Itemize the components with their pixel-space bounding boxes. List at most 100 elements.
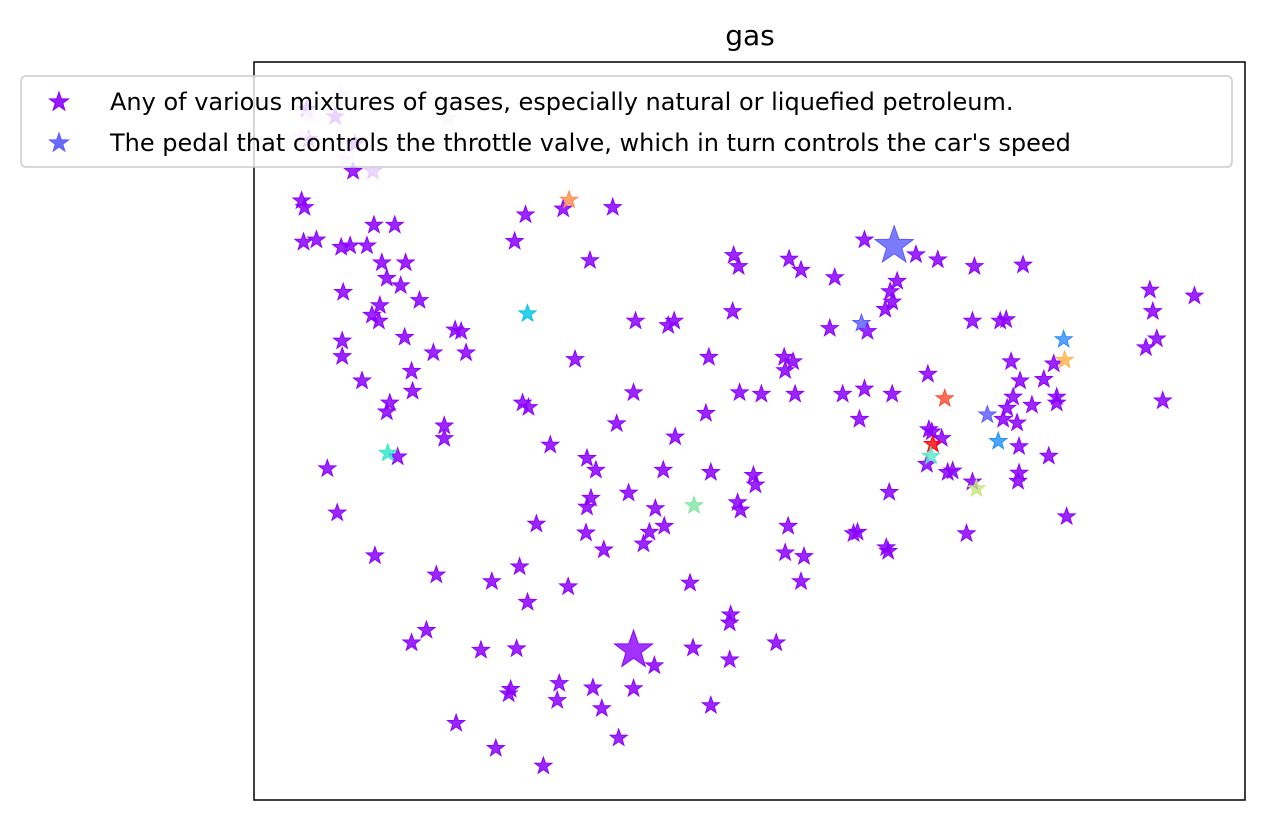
legend: Any of various mixtures of gases, especi… [20, 75, 1233, 168]
data-point-star-icon [743, 464, 764, 484]
data-point-star-icon [623, 382, 644, 402]
data-point-star-icon [559, 189, 580, 209]
data-point-star-icon [920, 445, 941, 465]
data-point-star-icon [854, 229, 875, 249]
legend-label: Any of various mixtures of gases, especi… [110, 88, 1014, 116]
data-point-star-icon [602, 196, 623, 216]
data-point-star-icon [698, 346, 719, 366]
legend-star-icon [48, 131, 70, 153]
data-point-star-icon [927, 249, 948, 269]
data-points [291, 83, 1205, 775]
data-point-star-icon [585, 459, 606, 479]
data-point-star-icon [819, 317, 840, 337]
data-point-star-icon [575, 522, 596, 542]
data-point-star-icon [517, 303, 538, 323]
data-point-star-icon [401, 360, 422, 380]
data-point-star-icon [849, 408, 870, 428]
data-point-star-icon [332, 330, 353, 350]
data-point-star-icon [695, 402, 716, 422]
data-point-star-icon [376, 401, 397, 421]
data-point-star-icon [369, 295, 390, 315]
data-point-star-icon [879, 481, 900, 501]
data-point-star-icon [745, 474, 766, 494]
data-point-star-icon [873, 224, 915, 264]
data-point-star-icon [332, 345, 353, 365]
data-point-star-icon [1013, 254, 1034, 274]
data-point-star-icon [785, 383, 806, 403]
data-point-star-icon [401, 632, 422, 652]
data-point-star-icon [582, 677, 603, 697]
data-point-star-icon [857, 320, 878, 340]
data-point-star-icon [379, 392, 400, 412]
data-point-star-icon [409, 289, 430, 309]
data-point-star-icon [882, 291, 903, 311]
data-point-star-icon [498, 683, 519, 703]
data-point-star-icon [533, 755, 554, 775]
data-point-star-icon [547, 689, 568, 709]
data-point-star-icon [843, 523, 864, 543]
data-point-star-icon [402, 380, 423, 400]
data-point-star-icon [376, 267, 397, 287]
data-point-star-icon [576, 496, 597, 516]
data-point-star-icon [1003, 386, 1024, 406]
data-point-star-icon [700, 461, 721, 481]
data-point-star-icon [977, 404, 998, 424]
legend-star-icon [48, 90, 70, 112]
data-point-star-icon [333, 281, 354, 301]
data-point-star-icon [639, 521, 660, 541]
data-point-star-icon [682, 637, 704, 657]
data-point-star-icon [606, 413, 627, 433]
data-point-star-icon [832, 383, 853, 403]
data-point-star-icon [878, 540, 899, 560]
data-point-star-icon [880, 280, 901, 301]
data-point-star-icon [1021, 394, 1042, 414]
data-point-star-icon [1184, 285, 1205, 305]
data-point-star-icon [730, 499, 751, 519]
data-point-star-icon [1139, 279, 1160, 299]
legend-entry: The pedal that controls the throttle val… [48, 129, 1071, 157]
data-point-star-icon [778, 515, 799, 535]
data-point-star-icon [988, 430, 1009, 450]
data-point-star-icon [1146, 328, 1167, 348]
data-point-star-icon [729, 382, 750, 402]
data-point-star-icon [993, 408, 1014, 428]
data-point-star-icon [1008, 470, 1029, 490]
data-point-star-icon [485, 737, 506, 757]
data-point-star-icon [294, 196, 315, 216]
chart-title: gas [725, 19, 775, 52]
data-point-star-icon [887, 270, 908, 290]
data-point-star-icon [779, 248, 800, 268]
data-point-star-icon [1033, 368, 1054, 388]
data-point-star-icon [766, 632, 787, 652]
data-point-star-icon [416, 619, 437, 639]
data-point-star-icon [377, 442, 398, 462]
data-point-star-icon [644, 655, 665, 675]
data-point-star-icon [996, 309, 1017, 329]
data-point-star-icon [565, 348, 586, 368]
data-point-star-icon [1053, 328, 1074, 349]
data-point-star-icon [683, 495, 705, 515]
data-point-star-icon [775, 542, 796, 562]
data-point-star-icon [526, 513, 547, 533]
data-point-star-icon [363, 214, 384, 234]
data-point-star-icon [317, 458, 338, 478]
data-point-star-icon [504, 230, 525, 250]
data-point-star-icon [515, 204, 536, 224]
data-point-star-icon [623, 678, 644, 698]
data-point-star-icon [664, 310, 685, 330]
legend-label: The pedal that controls the throttle val… [109, 129, 1071, 157]
data-point-star-icon [942, 460, 963, 480]
data-point-star-icon [680, 572, 701, 592]
data-point-star-icon [618, 482, 639, 502]
data-point-star-icon [395, 252, 416, 272]
data-point-star-icon [1054, 349, 1075, 369]
legend-box [20, 75, 1233, 168]
data-point-star-icon [356, 235, 377, 255]
data-point-star-icon [423, 342, 444, 362]
data-point-star-icon [580, 487, 601, 507]
data-point-star-icon [633, 533, 654, 553]
data-point-star-icon [962, 310, 983, 330]
data-point-star-icon [540, 434, 561, 454]
data-point-star-icon [931, 427, 952, 447]
